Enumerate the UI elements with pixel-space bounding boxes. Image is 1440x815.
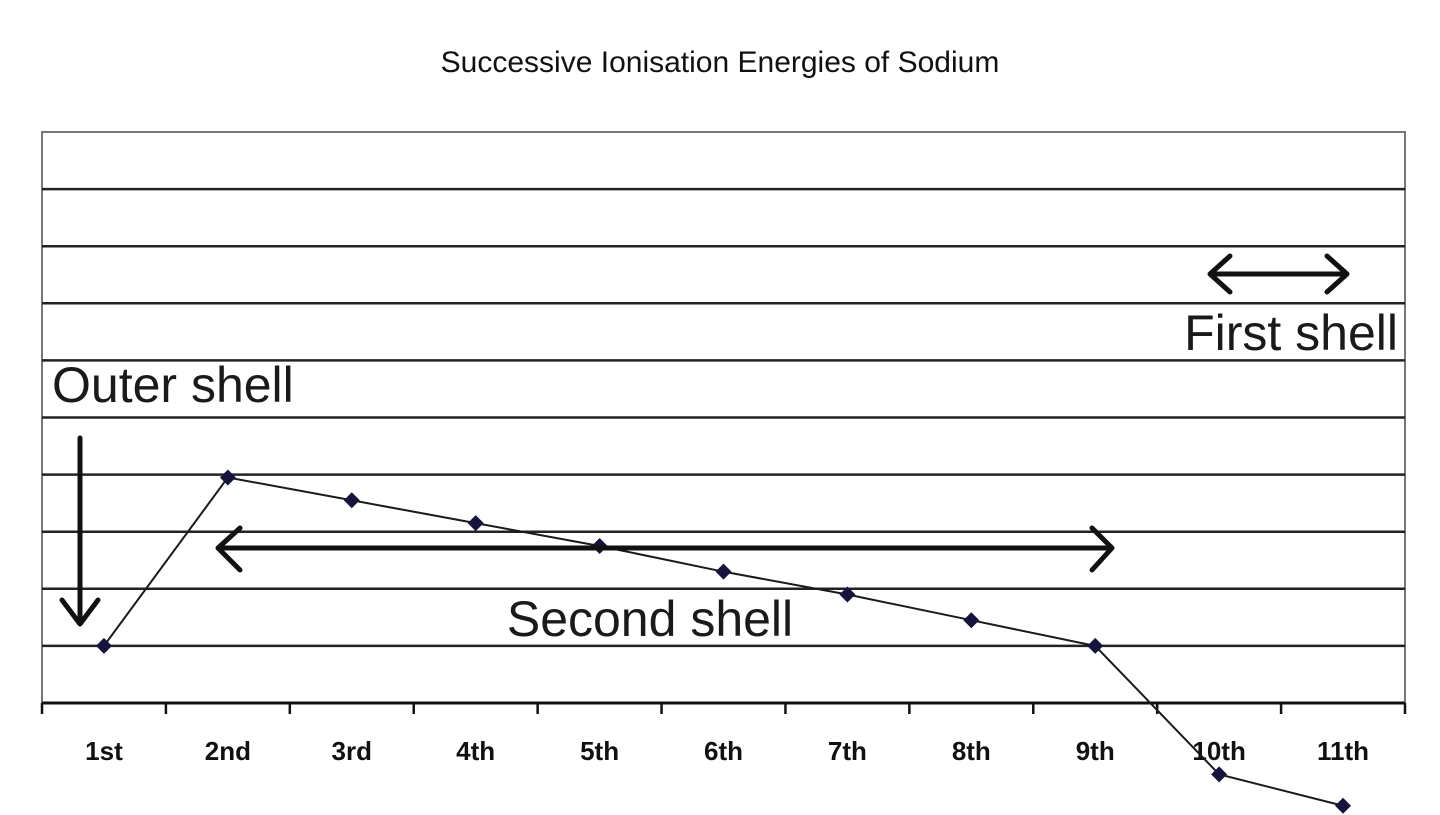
x-tick-label: 4th [456, 736, 495, 766]
data-point [343, 492, 360, 509]
x-tick-label: 2nd [205, 736, 251, 766]
first-shell-annotation: First shell [1184, 253, 1398, 361]
second-shell-left-arrowhead [215, 525, 243, 573]
data-point [1335, 797, 1352, 814]
outer-shell-arrowhead [59, 597, 101, 627]
x-tick-label: 11th [1317, 736, 1369, 766]
data-point [467, 515, 484, 532]
x-tick-label: 1st [85, 736, 123, 766]
data-point [95, 637, 112, 654]
first-shell-label: First shell [1184, 305, 1398, 361]
data-point [219, 469, 236, 486]
x-tick-label: 3rd [332, 736, 372, 766]
data-point [963, 612, 980, 629]
data-point [839, 586, 856, 603]
x-axis: 1st 2nd 3rd 4th 5th 6th 7th 8th 9th 10th 11th [40, 701, 1407, 766]
first-shell-left-arrowhead [1207, 253, 1233, 295]
chart-title: Successive Ionisation Energies of Sodium [441, 46, 1000, 79]
x-tick-label: 10th [1192, 736, 1245, 766]
outer-shell-label: Outer shell [52, 357, 294, 413]
first-shell-right-arrowhead [1324, 253, 1350, 295]
second-shell-right-arrowhead [1089, 525, 1115, 573]
x-tick-label: 7th [828, 736, 867, 766]
x-tick-label: 5th [580, 736, 619, 766]
x-tick-label: 8th [952, 736, 991, 766]
second-shell-annotation: Second shell [215, 525, 1115, 647]
outer-shell-annotation: Outer shell [52, 357, 294, 627]
data-point [1211, 766, 1228, 783]
x-tick-label: 6th [704, 736, 743, 766]
x-tick-label: 9th [1076, 736, 1115, 766]
data-markers [95, 469, 1352, 814]
second-shell-label: Second shell [507, 591, 793, 647]
data-point [715, 563, 732, 580]
data-point [1087, 637, 1104, 654]
